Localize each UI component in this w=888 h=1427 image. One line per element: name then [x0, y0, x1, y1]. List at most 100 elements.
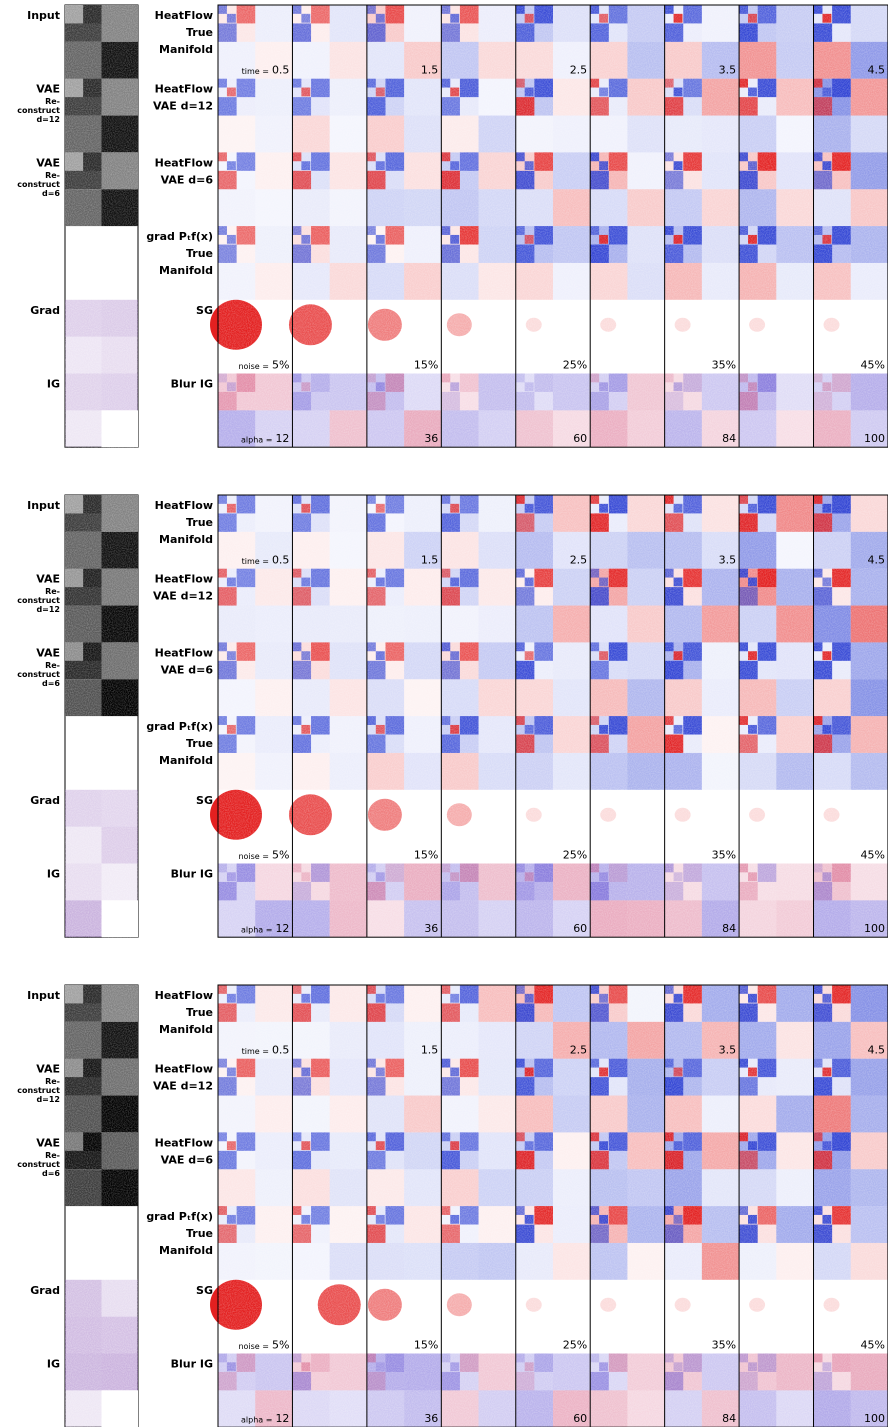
column-annotation: 12: [275, 922, 289, 935]
left-label: d=12: [36, 115, 60, 124]
row-label: HeatFlow: [155, 9, 213, 22]
left-label: Re-: [45, 1151, 60, 1160]
column-annotation: 100: [864, 432, 885, 445]
left-label: Grad: [30, 1284, 60, 1297]
panel: InputVAERe-constructd=12VAERe-constructd…: [17, 985, 888, 1427]
column-annotation: 5%: [272, 359, 289, 372]
column-annotation: 3.5: [719, 64, 737, 77]
row-label: VAE d=12: [153, 1080, 213, 1093]
left-label: VAE: [36, 1136, 60, 1149]
noise-overlay: [65, 1280, 138, 1354]
column-annotation: 1.5: [421, 554, 439, 567]
annotation-prefix: noise =: [238, 1342, 269, 1351]
noise-overlay: [65, 642, 138, 716]
left-label: IG: [47, 378, 60, 391]
column-annotation: 12: [275, 432, 289, 445]
row-label: Manifold: [159, 43, 213, 56]
noise-overlay: [65, 79, 138, 153]
row-label: SG: [196, 794, 213, 807]
left-label: Re-: [45, 587, 60, 596]
left-label: construct: [17, 106, 60, 115]
column-annotation: 2.5: [570, 64, 588, 77]
column-annotation: 100: [864, 1412, 885, 1425]
left-label: d=6: [42, 189, 60, 198]
column-annotation: 100: [864, 922, 885, 935]
column-annotation: 0.5: [272, 554, 290, 567]
left-label: Grad: [30, 304, 60, 317]
left-label: construct: [17, 1160, 60, 1169]
left-label: VAE: [36, 1063, 60, 1076]
column-annotation: 45%: [861, 849, 885, 862]
annotation-prefix: time =: [242, 557, 269, 566]
annotation-prefix: alpha =: [241, 1416, 272, 1425]
left-label: VAE: [36, 83, 60, 96]
row-label: HeatFlow: [155, 646, 213, 659]
annotation-prefix: alpha =: [241, 926, 272, 935]
column-annotation: 4.5: [867, 554, 885, 567]
left-label: construct: [17, 670, 60, 679]
row-label: SG: [196, 1284, 213, 1297]
left-label: Re-: [45, 97, 60, 106]
column-annotation: 36: [424, 1412, 438, 1425]
column-annotation: 3.5: [719, 1044, 737, 1057]
row-label: Manifold: [159, 1244, 213, 1257]
row-label: True: [186, 247, 213, 260]
left-label: Grad: [30, 794, 60, 807]
left-label: Input: [27, 989, 60, 1002]
annotation-prefix: time =: [242, 67, 269, 76]
column-annotation: 25%: [563, 359, 587, 372]
noise-overlay: [218, 985, 888, 1427]
annotation-prefix: noise =: [238, 852, 269, 861]
column-annotation: 60: [573, 432, 587, 445]
noise-overlay: [65, 1059, 138, 1133]
column-annotation: 2.5: [570, 554, 588, 567]
column-annotation: 2.5: [570, 1044, 588, 1057]
row-label: HeatFlow: [155, 1136, 213, 1149]
column-annotation: 45%: [861, 1339, 885, 1352]
column-annotation: 1.5: [421, 1044, 439, 1057]
row-label: Manifold: [159, 533, 213, 546]
annotation-prefix: alpha =: [241, 436, 272, 445]
column-annotation: 25%: [563, 1339, 587, 1352]
row-label: Blur IG: [171, 868, 213, 881]
row-label: SG: [196, 304, 213, 317]
left-label: d=12: [36, 605, 60, 614]
noise-overlay: [65, 864, 138, 938]
column-annotation: 84: [722, 1412, 736, 1425]
column-annotation: 4.5: [867, 1044, 885, 1057]
left-label: Input: [27, 9, 60, 22]
left-label: VAE: [36, 156, 60, 169]
row-label: Blur IG: [171, 1358, 213, 1371]
page: InputVAERe-constructd=12VAERe-constructd…: [0, 0, 888, 1427]
left-label: d=12: [36, 1095, 60, 1104]
row-label: VAE d=6: [161, 1153, 214, 1166]
column-annotation: 35%: [712, 1339, 736, 1352]
panel: InputVAERe-constructd=12VAERe-constructd…: [17, 495, 888, 937]
row-label: HeatFlow: [155, 573, 213, 586]
noise-overlay: [65, 790, 138, 864]
left-label: Re-: [45, 171, 60, 180]
left-label: d=6: [42, 679, 60, 688]
row-label: grad Pₜf(x): [146, 230, 213, 243]
row-label: HeatFlow: [155, 1063, 213, 1076]
column-annotation: 12: [275, 1412, 289, 1425]
noise-overlay: [218, 5, 888, 447]
column-annotation: 60: [573, 1412, 587, 1425]
column-annotation: 15%: [414, 359, 438, 372]
noise-overlay: [65, 374, 138, 448]
row-label: HeatFlow: [155, 989, 213, 1002]
annotation-prefix: time =: [242, 1047, 269, 1056]
row-label: HeatFlow: [155, 156, 213, 169]
noise-overlay: [65, 569, 138, 643]
row-label: VAE d=12: [153, 590, 213, 603]
column-annotation: 84: [722, 432, 736, 445]
column-annotation: 4.5: [867, 64, 885, 77]
row-label: VAE d=6: [161, 173, 214, 186]
row-label: VAE d=12: [153, 100, 213, 113]
left-label: VAE: [36, 573, 60, 586]
panel: InputVAERe-constructd=12VAERe-constructd…: [17, 5, 888, 447]
noise-overlay: [218, 495, 888, 937]
column-annotation: 25%: [563, 849, 587, 862]
left-label: IG: [47, 1358, 60, 1371]
noise-overlay: [65, 300, 138, 374]
